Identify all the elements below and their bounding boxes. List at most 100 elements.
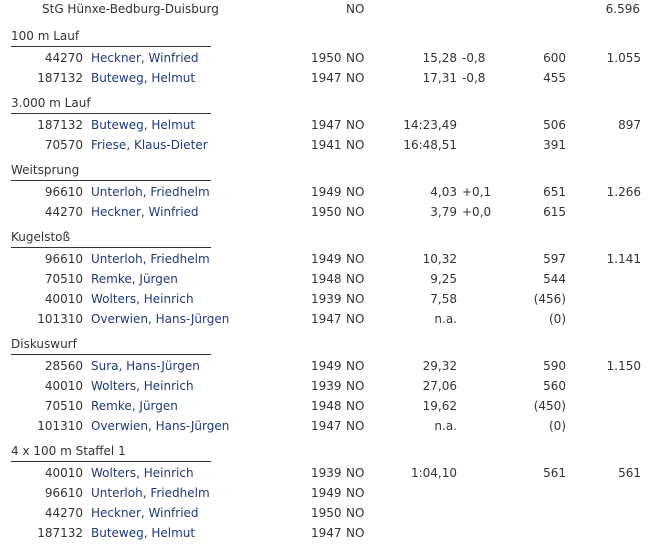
performance: 14:23,49 — [403, 118, 457, 132]
performance: n.a. — [434, 419, 457, 433]
points: 600 — [543, 51, 566, 65]
athlete-name-link[interactable]: Overwien, Hans-Jürgen — [91, 419, 230, 433]
birth-year: 1949 — [311, 359, 342, 373]
athlete-name-link[interactable]: Wolters, Heinrich — [91, 292, 194, 306]
athlete-name-link[interactable]: Friese, Klaus-Dieter — [91, 138, 208, 152]
birth-year: 1939 — [311, 466, 342, 480]
points: (450) — [533, 399, 566, 413]
points: 560 — [543, 379, 566, 393]
athlete-row: 44270 Heckner, Winfried 1950 NO — [0, 503, 667, 523]
athlete-row: 40010 Wolters, Heinrich 1939 NO 7,58 (456) — [0, 289, 667, 309]
performance: 3,79 — [430, 205, 457, 219]
points: 544 — [543, 272, 566, 286]
athlete-id: 101310 — [37, 312, 83, 326]
team-nation: NO — [346, 2, 365, 16]
athlete-nation: NO — [346, 185, 365, 199]
performance: 15,28 — [422, 51, 457, 65]
athlete-nation: NO — [346, 71, 365, 85]
discipline-total: 561 — [618, 466, 641, 480]
team-total-points: 6.596 — [605, 2, 640, 16]
performance: 10,32 — [422, 252, 457, 266]
athlete-id: 187132 — [37, 526, 83, 540]
points: (0) — [549, 419, 566, 433]
points: 590 — [543, 359, 566, 373]
athlete-name-link[interactable]: Unterloh, Friedhelm — [91, 486, 210, 500]
birth-year: 1950 — [311, 506, 342, 520]
athlete-name-link[interactable]: Remke, Jürgen — [91, 272, 178, 286]
performance: 9,25 — [430, 272, 457, 286]
athlete-name-link[interactable]: Sura, Hans-Jürgen — [91, 359, 200, 373]
athlete-nation: NO — [346, 379, 365, 393]
event-title: Kugelstoß — [11, 228, 211, 248]
athlete-nation: NO — [346, 138, 365, 152]
birth-year: 1950 — [311, 205, 342, 219]
athlete-row: 70510 Remke, Jürgen 1948 NO 19,62 (450) — [0, 396, 667, 416]
birth-year: 1948 — [311, 399, 342, 413]
athlete-row: 70510 Remke, Jürgen 1948 NO 9,25 544 — [0, 269, 667, 289]
athlete-row: 44270 Heckner, Winfried 1950 NO 3,79 +0,0 615 — [0, 202, 667, 222]
athlete-name-link[interactable]: Buteweg, Helmut — [91, 526, 196, 540]
athlete-id: 187132 — [37, 118, 83, 132]
athlete-nation: NO — [346, 399, 365, 413]
athlete-name-link[interactable]: Wolters, Heinrich — [91, 466, 194, 480]
athlete-row: 96610 Unterloh, Friedhelm 1949 NO — [0, 483, 667, 503]
athlete-nation: NO — [346, 486, 365, 500]
birth-year: 1947 — [311, 71, 342, 85]
athlete-name-link[interactable]: Buteweg, Helmut — [91, 71, 196, 85]
athlete-nation: NO — [346, 312, 365, 326]
athlete-id: 101310 — [37, 419, 83, 433]
points: (456) — [533, 292, 566, 306]
athlete-row: 187132 Buteweg, Helmut 1947 NO 17,31 -0,8 455 — [0, 68, 667, 88]
event-title: Diskuswurf — [11, 335, 211, 355]
athlete-row: 101310 Overwien, Hans-Jürgen 1947 NO n.a. (0) — [0, 416, 667, 436]
birth-year: 1939 — [311, 292, 342, 306]
wind-reading: +0,0 — [462, 205, 492, 219]
athlete-nation: NO — [346, 118, 365, 132]
birth-year: 1950 — [311, 51, 342, 65]
athlete-id: 70570 — [44, 138, 83, 152]
birth-year: 1941 — [311, 138, 342, 152]
performance: 29,32 — [422, 359, 457, 373]
athlete-nation: NO — [346, 205, 365, 219]
athlete-name-link[interactable]: Unterloh, Friedhelm — [91, 252, 210, 266]
athlete-row: 44270 Heckner, Winfried 1950 NO 15,28 -0,8 600… — [0, 48, 667, 68]
athlete-name-link[interactable]: Unterloh, Friedhelm — [91, 185, 210, 199]
athlete-row: 28560 Sura, Hans-Jürgen 1949 NO 29,32 590 1.15… — [0, 356, 667, 376]
athlete-name-link[interactable]: Wolters, Heinrich — [91, 379, 194, 393]
athlete-name-link[interactable]: Remke, Jürgen — [91, 399, 178, 413]
performance: 16:48,51 — [403, 138, 457, 152]
discipline-total: 897 — [618, 118, 641, 132]
athlete-name-link[interactable]: Heckner, Winfried — [91, 506, 199, 520]
wind-reading: -0,8 — [462, 51, 486, 65]
athlete-id: 187132 — [37, 71, 83, 85]
event-title: Weitsprung — [11, 161, 211, 181]
athlete-name-link[interactable]: Overwien, Hans-Jürgen — [91, 312, 230, 326]
birth-year: 1949 — [311, 486, 342, 500]
discipline-total: 1.150 — [606, 359, 641, 373]
athlete-nation: NO — [346, 526, 365, 540]
points: 615 — [543, 205, 566, 219]
team-name: StG Hünxe-Bedburg-Duisburg — [42, 2, 219, 16]
athlete-row: 187132 Buteweg, Helmut 1947 NO — [0, 523, 667, 543]
athlete-row: 96610 Unterloh, Friedhelm 1949 NO 4,03 +0,1 65… — [0, 182, 667, 202]
athlete-name-link[interactable]: Heckner, Winfried — [91, 205, 199, 219]
athlete-nation: NO — [346, 506, 365, 520]
athlete-id: 70510 — [44, 399, 83, 413]
athlete-name-link[interactable]: Heckner, Winfried — [91, 51, 199, 65]
points: 651 — [543, 185, 566, 199]
athlete-id: 96610 — [44, 185, 83, 199]
athlete-name-link[interactable]: Buteweg, Helmut — [91, 118, 196, 132]
performance: 19,62 — [422, 399, 457, 413]
athlete-nation: NO — [346, 252, 365, 266]
birth-year: 1939 — [311, 379, 342, 393]
athlete-id: 96610 — [44, 486, 83, 500]
athlete-row: 40010 Wolters, Heinrich 1939 NO 27,06 560 — [0, 376, 667, 396]
birth-year: 1948 — [311, 272, 342, 286]
athlete-id: 40010 — [44, 292, 83, 306]
points: 597 — [543, 252, 566, 266]
athlete-nation: NO — [346, 466, 365, 480]
birth-year: 1947 — [311, 118, 342, 132]
birth-year: 1947 — [311, 312, 342, 326]
athlete-nation: NO — [346, 272, 365, 286]
